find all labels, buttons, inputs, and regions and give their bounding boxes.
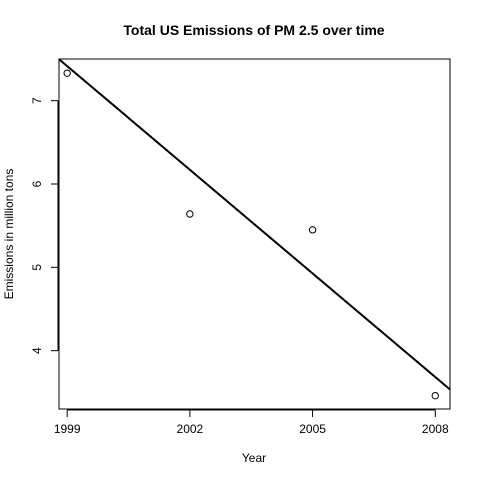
plot-area-frame xyxy=(58,58,451,410)
x-tick-label: 1999 xyxy=(54,422,81,436)
data-point xyxy=(186,210,194,218)
x-tick-label: 2005 xyxy=(299,422,326,436)
chart-title: Total US Emissions of PM 2.5 over time xyxy=(123,22,384,38)
data-points xyxy=(63,69,439,400)
x-tick-label: 2002 xyxy=(177,422,204,436)
x-axis: 1999 2002 2005 2008 xyxy=(54,409,449,436)
y-axis: 4 5 6 7 xyxy=(30,97,59,354)
data-point xyxy=(308,226,317,234)
y-tick-label: 6 xyxy=(30,180,44,187)
regression-line xyxy=(58,58,451,391)
y-tick-label: 7 xyxy=(30,97,44,104)
data-point xyxy=(431,391,439,400)
y-tick-label: 5 xyxy=(30,264,44,271)
x-tick-label: 2008 xyxy=(422,422,449,436)
x-axis-label: Year xyxy=(242,451,266,465)
data-point xyxy=(63,69,71,77)
y-axis-label: Emissions in million tons xyxy=(2,169,16,300)
y-tick-label: 4 xyxy=(30,347,44,354)
